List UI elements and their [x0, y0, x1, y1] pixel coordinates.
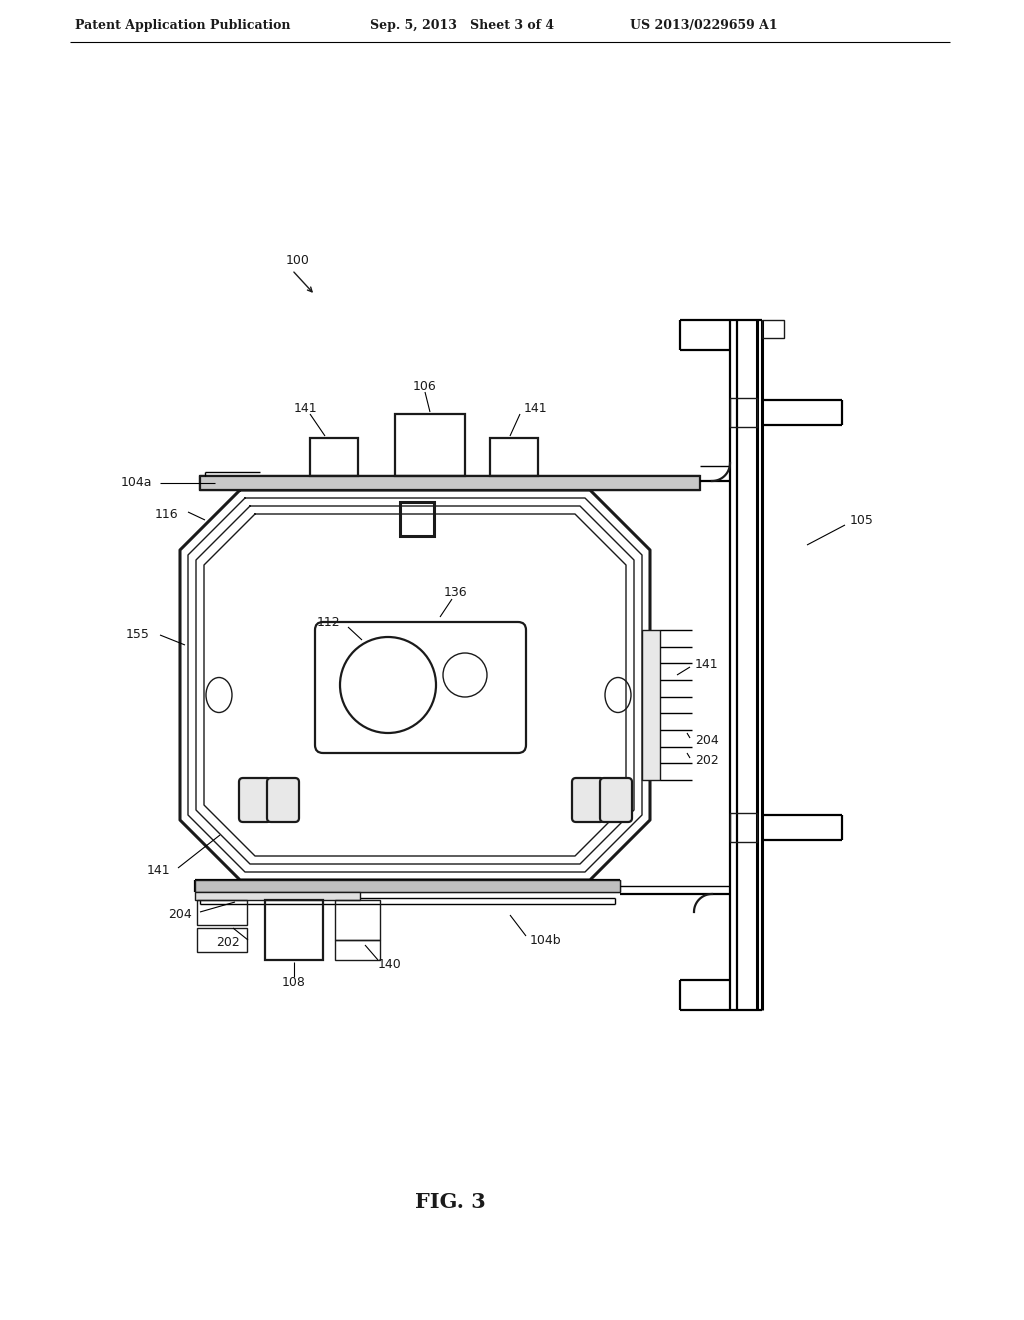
- Text: 141: 141: [146, 863, 170, 876]
- Bar: [310, 438, 358, 477]
- Text: 104a: 104a: [121, 477, 152, 490]
- Text: 141: 141: [695, 659, 719, 672]
- Text: 136: 136: [443, 586, 467, 599]
- Text: 204: 204: [695, 734, 719, 747]
- Bar: [197, 900, 247, 925]
- Text: 105: 105: [850, 513, 873, 527]
- Bar: [195, 892, 360, 900]
- Bar: [195, 880, 620, 892]
- Text: 140: 140: [378, 958, 401, 972]
- FancyBboxPatch shape: [239, 777, 271, 822]
- Text: US 2013/0229659 A1: US 2013/0229659 A1: [630, 18, 777, 32]
- Bar: [265, 900, 323, 960]
- Bar: [730, 399, 757, 426]
- Text: 202: 202: [695, 754, 719, 767]
- Text: Sep. 5, 2013   Sheet 3 of 4: Sep. 5, 2013 Sheet 3 of 4: [370, 18, 554, 32]
- Text: 141: 141: [523, 401, 547, 414]
- Text: 116: 116: [155, 508, 178, 521]
- Text: 112: 112: [316, 616, 340, 630]
- Text: 155: 155: [126, 628, 150, 642]
- Text: 202: 202: [216, 936, 240, 949]
- FancyBboxPatch shape: [600, 777, 632, 822]
- Bar: [197, 928, 247, 952]
- Bar: [335, 940, 380, 960]
- Bar: [490, 438, 538, 477]
- Text: 100: 100: [286, 253, 310, 267]
- Bar: [335, 900, 380, 940]
- Bar: [762, 319, 784, 338]
- FancyBboxPatch shape: [572, 777, 604, 822]
- Text: 106: 106: [413, 380, 437, 392]
- Bar: [730, 813, 757, 842]
- Text: 104b: 104b: [530, 933, 561, 946]
- FancyBboxPatch shape: [267, 777, 299, 822]
- Bar: [400, 502, 434, 536]
- Text: FIG. 3: FIG. 3: [415, 1192, 485, 1212]
- Text: Patent Application Publication: Patent Application Publication: [75, 18, 291, 32]
- Bar: [395, 414, 465, 477]
- Text: 141: 141: [293, 401, 316, 414]
- Text: 108: 108: [282, 975, 306, 989]
- Bar: [642, 630, 660, 780]
- Bar: [200, 477, 700, 490]
- Text: 204: 204: [168, 908, 193, 920]
